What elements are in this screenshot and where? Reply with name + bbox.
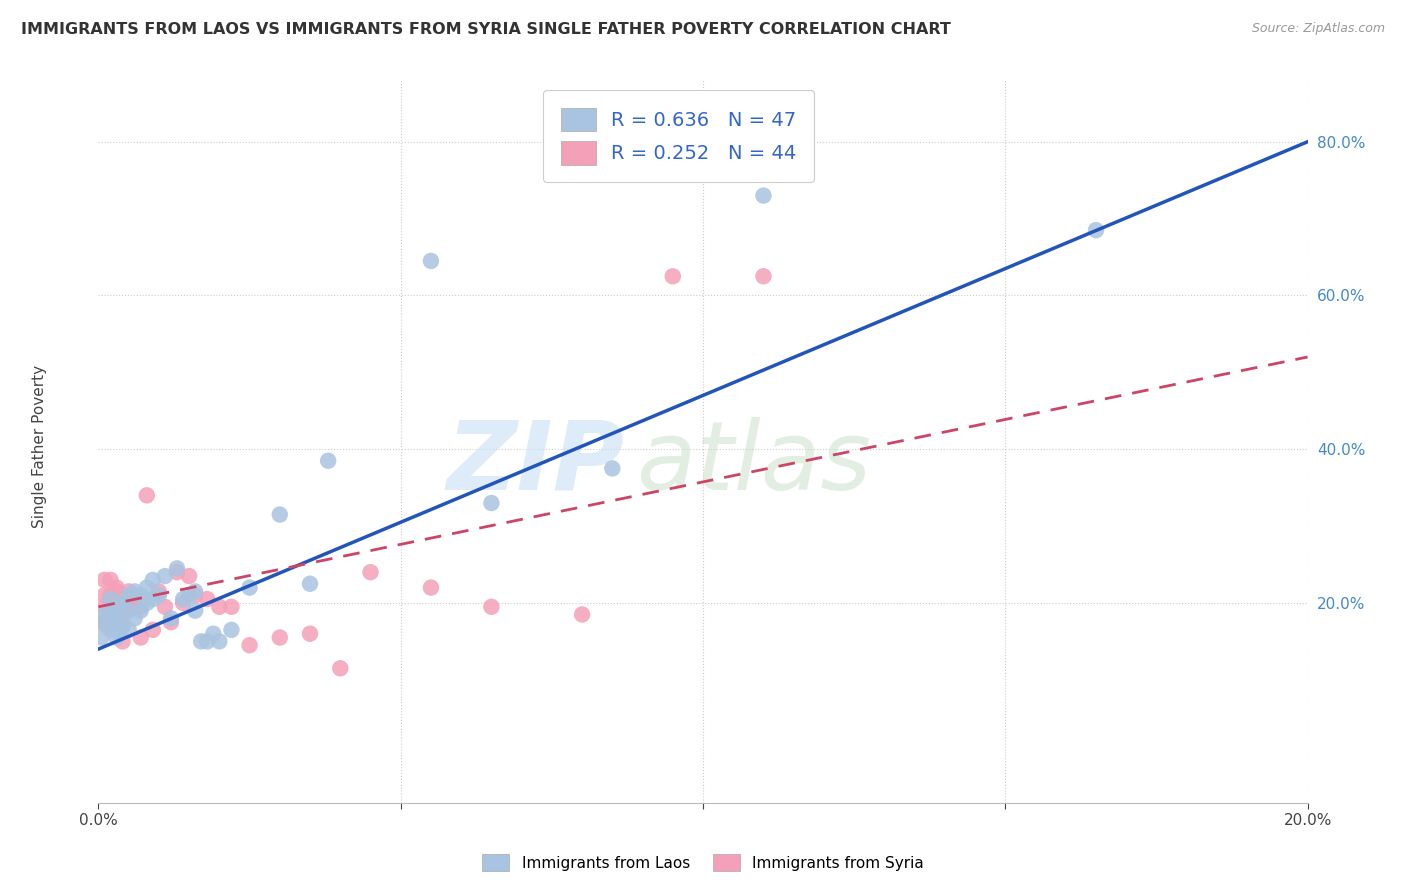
Point	[96, 619, 118, 633]
Point	[108, 626, 131, 640]
Point	[752, 269, 775, 284]
Point	[172, 592, 194, 607]
Point	[135, 581, 157, 595]
Point	[360, 565, 382, 579]
Point	[316, 454, 339, 468]
Point	[118, 623, 141, 637]
Point	[93, 599, 115, 614]
Point	[135, 596, 157, 610]
Point	[481, 599, 503, 614]
Point	[90, 631, 112, 645]
Point	[93, 588, 115, 602]
Point	[129, 631, 152, 645]
Point	[105, 584, 128, 599]
Point	[160, 611, 183, 625]
Point	[752, 188, 775, 202]
Point	[208, 599, 231, 614]
Text: Single Father Poverty: Single Father Poverty	[32, 365, 46, 527]
Point	[93, 607, 115, 622]
Point	[93, 573, 115, 587]
Point	[571, 607, 593, 622]
Text: IMMIGRANTS FROM LAOS VS IMMIGRANTS FROM SYRIA SINGLE FATHER POVERTY CORRELATION : IMMIGRANTS FROM LAOS VS IMMIGRANTS FROM …	[21, 22, 950, 37]
Point	[166, 565, 188, 579]
Point	[103, 604, 125, 618]
Point	[100, 592, 122, 607]
Point	[221, 623, 243, 637]
Text: Source: ZipAtlas.com: Source: ZipAtlas.com	[1251, 22, 1385, 36]
Point	[118, 599, 141, 614]
Point	[299, 576, 322, 591]
Point	[118, 604, 141, 618]
Point	[172, 596, 194, 610]
Point	[299, 626, 322, 640]
Point	[135, 488, 157, 502]
Text: ZIP: ZIP	[447, 417, 624, 509]
Point	[160, 615, 183, 630]
Point	[100, 623, 122, 637]
Point	[269, 631, 291, 645]
Point	[93, 615, 115, 630]
Point	[420, 253, 443, 268]
Point	[100, 599, 122, 614]
Point	[100, 619, 122, 633]
Point	[100, 607, 122, 622]
Point	[129, 599, 152, 614]
Legend: Immigrants from Laos, Immigrants from Syria: Immigrants from Laos, Immigrants from Sy…	[475, 848, 931, 877]
Point	[481, 496, 503, 510]
Point	[195, 592, 218, 607]
Point	[239, 581, 262, 595]
Point	[100, 588, 122, 602]
Text: atlas: atlas	[637, 417, 872, 509]
Point	[129, 604, 152, 618]
Point	[93, 615, 115, 630]
Point	[184, 588, 207, 602]
Point	[195, 634, 218, 648]
Point	[90, 615, 112, 630]
Point	[111, 634, 134, 648]
Point	[105, 607, 128, 622]
Point	[179, 588, 201, 602]
Point	[118, 584, 141, 599]
Point	[153, 599, 176, 614]
Point	[208, 634, 231, 648]
Point	[129, 588, 152, 602]
Point	[153, 569, 176, 583]
Point	[124, 584, 146, 599]
Point	[124, 588, 146, 602]
Point	[111, 604, 134, 618]
Point	[105, 631, 128, 645]
Point	[420, 581, 443, 595]
Point	[148, 584, 170, 599]
Point	[105, 615, 128, 630]
Point	[142, 623, 165, 637]
Point	[166, 561, 188, 575]
Point	[111, 615, 134, 630]
Point	[190, 634, 212, 648]
Point	[124, 599, 146, 614]
Point	[105, 596, 128, 610]
Point	[111, 619, 134, 633]
Point	[329, 661, 352, 675]
Point	[202, 626, 225, 640]
Point	[105, 599, 128, 614]
Point	[239, 638, 262, 652]
Point	[184, 604, 207, 618]
Point	[105, 581, 128, 595]
Point	[111, 596, 134, 610]
Point	[269, 508, 291, 522]
Point	[602, 461, 624, 475]
Point	[142, 573, 165, 587]
Point	[118, 588, 141, 602]
Point	[221, 599, 243, 614]
Legend: R = 0.636   N = 47, R = 0.252   N = 44: R = 0.636 N = 47, R = 0.252 N = 44	[543, 90, 814, 182]
Point	[124, 611, 146, 625]
Point	[1085, 223, 1108, 237]
Point	[184, 584, 207, 599]
Point	[148, 588, 170, 602]
Point	[142, 592, 165, 607]
Point	[179, 569, 201, 583]
Point	[100, 573, 122, 587]
Point	[661, 269, 683, 284]
